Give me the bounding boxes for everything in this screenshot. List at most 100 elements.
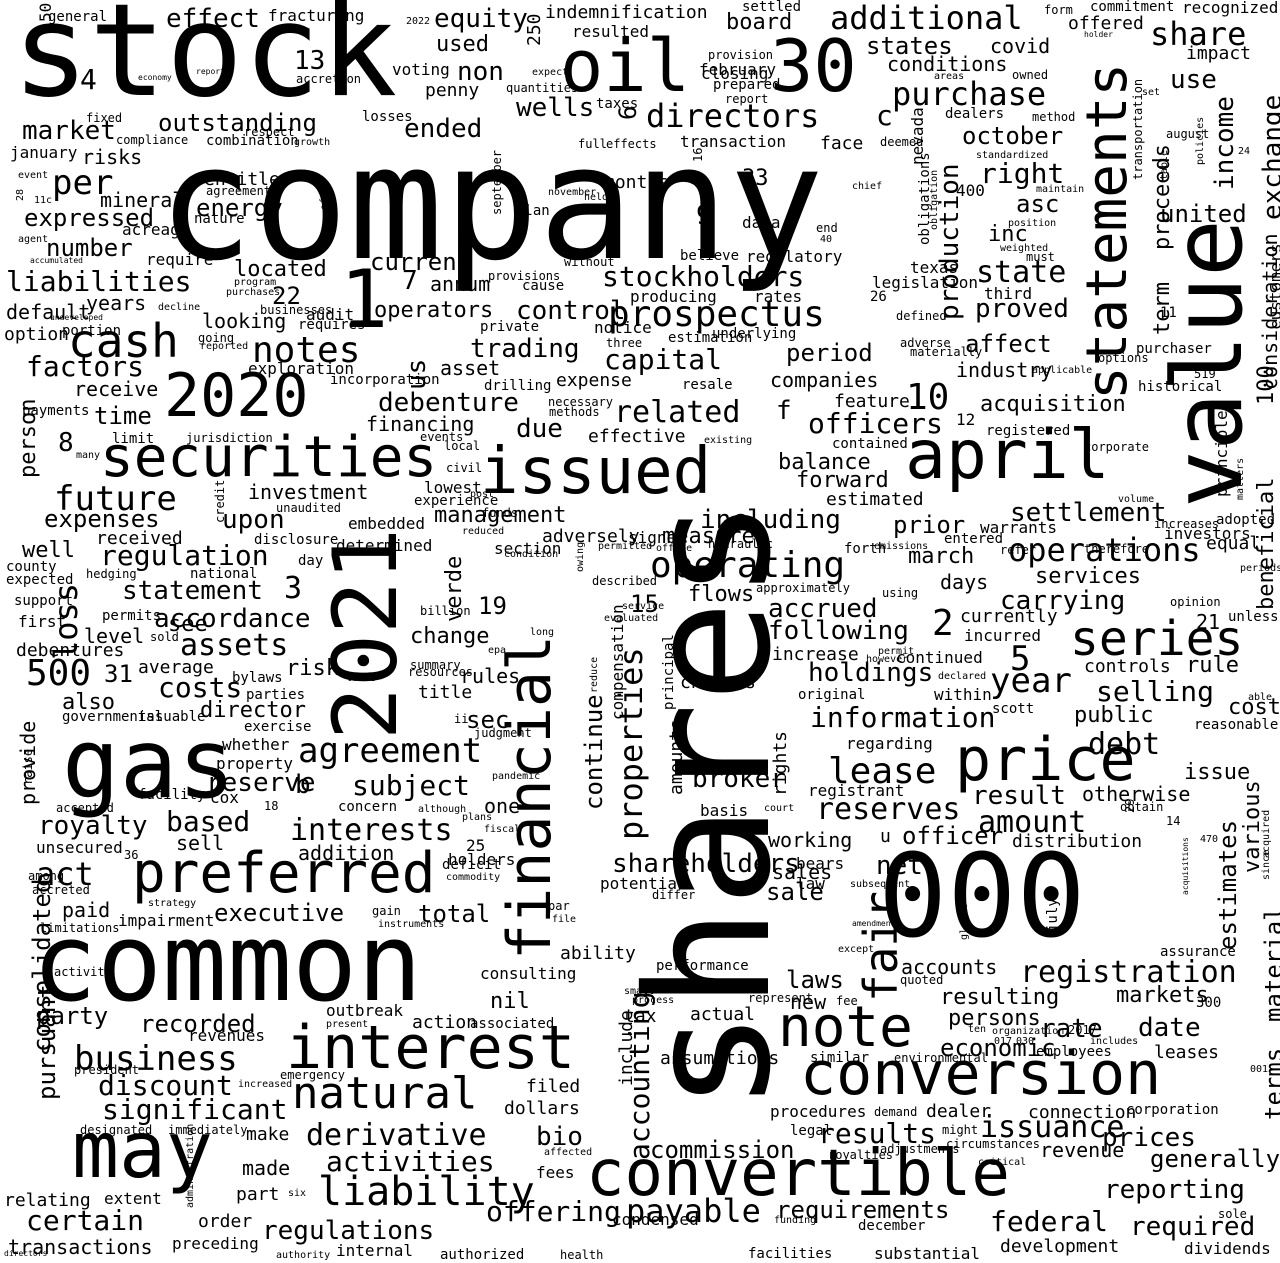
cloud-word: determined xyxy=(336,536,433,555)
cloud-word: wells xyxy=(516,93,595,123)
cloud-word: result xyxy=(972,781,1066,811)
cloud-word: accounts xyxy=(901,955,998,979)
cloud-word: event xyxy=(18,170,49,181)
cloud-word: operating xyxy=(650,545,846,586)
cloud-word: 519 xyxy=(1194,367,1216,381)
cloud-word: however xyxy=(866,654,909,665)
cloud-word: plans xyxy=(462,812,493,823)
cloud-word: 14 xyxy=(1166,814,1181,828)
cloud-word: subsequent xyxy=(850,879,911,890)
cloud-word: 11 xyxy=(1160,305,1177,321)
cloud-word: purchaser xyxy=(1136,341,1212,357)
cloud-word: effective xyxy=(588,426,686,447)
cloud-word: disclosure xyxy=(254,532,339,548)
cloud-word: going xyxy=(198,331,235,345)
cloud-word: discount xyxy=(98,1069,233,1102)
cloud-word: 4 xyxy=(80,63,97,96)
cloud-word: customers xyxy=(1266,243,1280,330)
cloud-word: set xyxy=(1142,87,1161,98)
cloud-word: notes xyxy=(252,330,361,371)
cloud-word: investors xyxy=(1164,524,1251,543)
cloud-word: potential xyxy=(600,874,687,893)
cloud-word: adverse xyxy=(900,336,951,350)
cloud-word: fixed xyxy=(86,111,123,125)
cloud-word: scott xyxy=(992,701,1035,717)
cloud-word: entitled xyxy=(204,169,291,190)
cloud-word: resulting xyxy=(940,985,1060,1010)
cloud-word: similar xyxy=(810,1050,870,1066)
cloud-word: december xyxy=(858,1218,926,1234)
cloud-word: organization xyxy=(992,1026,1065,1037)
cloud-word: prices xyxy=(1102,1123,1196,1153)
cloud-word: accordance xyxy=(154,604,311,634)
cloud-word: united xyxy=(1160,200,1247,228)
cloud-word: asc xyxy=(1016,190,1060,218)
cloud-word: option xyxy=(4,324,70,345)
cloud-word: right xyxy=(980,157,1065,190)
cloud-word: face xyxy=(820,133,864,154)
cloud-word: entered xyxy=(944,531,1004,547)
cloud-word: experience xyxy=(414,493,499,509)
cloud-word: accumulated xyxy=(30,256,83,265)
cloud-word: number xyxy=(46,234,133,262)
cloud-word: accreted xyxy=(32,883,90,897)
cloud-word: small xyxy=(624,986,655,997)
cloud-word: billion xyxy=(420,604,471,618)
cloud-word: connection xyxy=(1028,1102,1137,1123)
cloud-word: b xyxy=(295,770,311,800)
cloud-word: required xyxy=(1130,1212,1256,1242)
cloud-word: investment xyxy=(248,480,369,504)
cloud-word: equal xyxy=(1206,533,1261,554)
cloud-word: might xyxy=(942,1123,979,1137)
cloud-word: laws xyxy=(786,966,844,994)
cloud-word: receive xyxy=(74,377,159,401)
cloud-word: materially xyxy=(910,345,983,359)
cloud-word: permit xyxy=(878,646,915,657)
cloud-word: date xyxy=(1138,1013,1201,1043)
cloud-word: 2020 xyxy=(164,361,309,431)
cloud-word: 24 xyxy=(1238,146,1251,157)
cloud-word: general xyxy=(48,9,108,25)
cloud-word: expect xyxy=(532,67,569,78)
cloud-word: performance xyxy=(656,958,749,974)
cloud-word: proved xyxy=(975,294,1069,324)
cloud-word: trading xyxy=(470,334,580,364)
cloud-word: estimates xyxy=(1214,819,1242,950)
cloud-word: pandemic xyxy=(492,771,541,782)
cloud-word: conditions xyxy=(887,52,1008,76)
cloud-word: affected xyxy=(544,1147,593,1158)
cloud-word: assumptions xyxy=(660,1048,780,1069)
cloud-word: reserve xyxy=(206,768,316,798)
cloud-word: defined xyxy=(896,309,947,323)
cloud-word: local xyxy=(444,439,481,453)
cloud-word: state xyxy=(976,255,1067,290)
cloud-word: outstanding xyxy=(158,109,317,137)
cloud-word: statements xyxy=(1075,62,1140,400)
cloud-word: cox xyxy=(210,788,239,807)
cloud-word: gain xyxy=(372,904,401,918)
cloud-word: subject xyxy=(352,769,471,802)
cloud-word: director xyxy=(200,698,306,723)
cloud-word: act xyxy=(36,855,94,893)
cloud-word: related xyxy=(614,395,741,430)
cloud-word: resources xyxy=(408,665,474,679)
cloud-word: rate xyxy=(1040,1014,1103,1044)
cloud-word: registered xyxy=(986,423,1071,439)
cloud-word: price xyxy=(955,725,1136,795)
cloud-word: critical xyxy=(978,1157,1027,1168)
cloud-word: executive xyxy=(214,899,345,927)
cloud-word: end xyxy=(816,221,838,235)
cloud-word: november xyxy=(548,187,597,198)
cloud-word: february xyxy=(699,60,777,79)
cloud-word: sec xyxy=(466,706,510,734)
cloud-word: civil xyxy=(446,461,483,475)
cloud-word: otherwise xyxy=(1082,782,1191,806)
cloud-word: dividends xyxy=(1184,1239,1271,1258)
cloud-word: industry xyxy=(956,358,1053,382)
cloud-word: concern xyxy=(338,799,398,815)
cloud-word: selling xyxy=(1096,675,1215,708)
cloud-word: historical xyxy=(1138,379,1223,395)
cloud-word: recorded xyxy=(140,1010,256,1038)
cloud-word: officers xyxy=(808,407,943,440)
cloud-word: may xyxy=(72,1106,213,1196)
